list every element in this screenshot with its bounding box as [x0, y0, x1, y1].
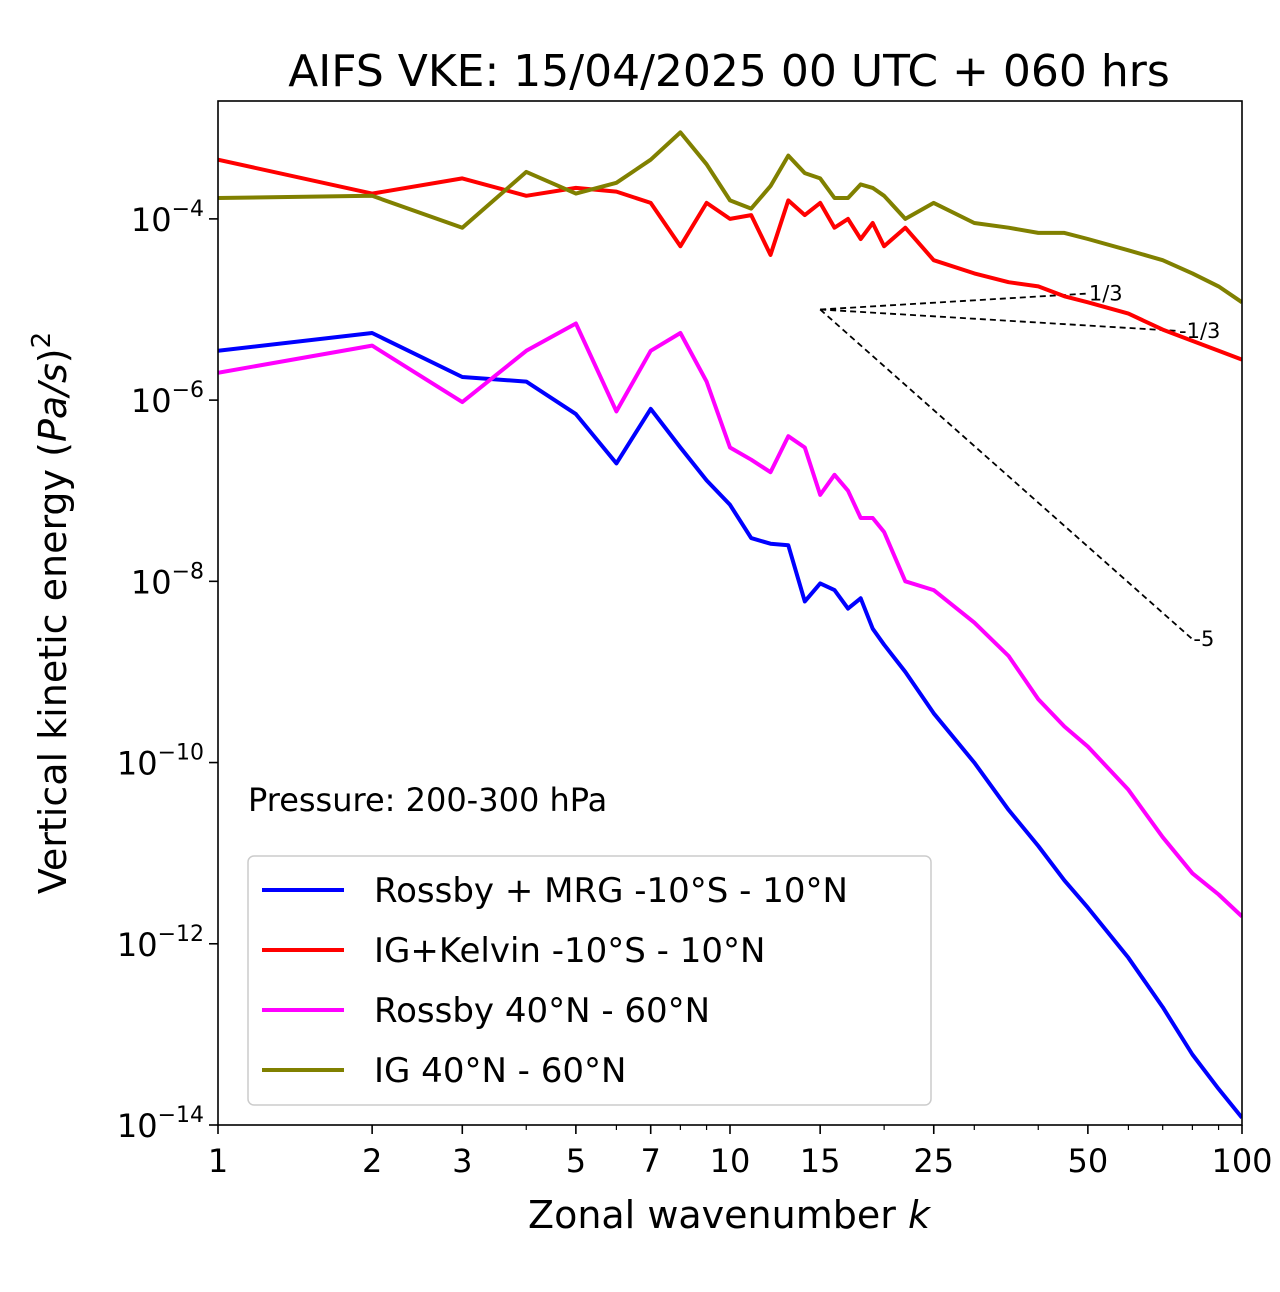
reference-slope-label: -5 — [1193, 627, 1214, 651]
y-tick-label: 10−4 — [131, 197, 204, 239]
x-tick-label: 15 — [800, 1142, 841, 1180]
legend-label: IG 40°N - 60°N — [374, 1051, 626, 1091]
y-tick-label: 10−12 — [117, 922, 204, 964]
legend-label: Rossby 40°N - 60°N — [374, 991, 710, 1031]
series-line — [218, 130, 1242, 304]
chart-title: AIFS VKE: 15/04/2025 00 UTC + 060 hrs — [288, 46, 1170, 97]
y-axis-label: Vertical kinetic energy (Pa/s)2 — [27, 332, 75, 894]
pressure-annotation: Pressure: 200-300 hPa — [248, 781, 607, 819]
x-tick-label: 3 — [452, 1142, 472, 1180]
reference-slope-label: -1/3 — [1179, 319, 1220, 343]
y-tick-label: 10−10 — [117, 741, 204, 783]
reference-slope-line — [820, 292, 1088, 311]
series-line — [218, 331, 1242, 1120]
y-tick-label: 10−14 — [117, 1103, 204, 1145]
x-tick-label: 7 — [641, 1142, 661, 1180]
y-tick-label: 10−8 — [131, 559, 204, 601]
series-line — [218, 321, 1242, 918]
x-tick-label: 25 — [913, 1142, 954, 1180]
x-tick-label: 2 — [362, 1142, 382, 1180]
series-line — [218, 157, 1242, 362]
x-tick-label: 10 — [710, 1142, 751, 1180]
legend: Rossby + MRG -10°S - 10°N IG+Kelvin -10°S… — [247, 855, 932, 1106]
x-tick-label: 1 — [208, 1142, 228, 1180]
reference-slope-label: 1/3 — [1089, 282, 1123, 306]
legend-label: Rossby + MRG -10°S - 10°N — [374, 871, 848, 911]
legend-box — [247, 855, 932, 1106]
legend-label: IG+Kelvin -10°S - 10°N — [374, 931, 765, 971]
reference-slope-line — [819, 308, 1193, 640]
x-tick-label: 100 — [1211, 1142, 1272, 1180]
x-axis-label: Zonal wavenumber k — [528, 1193, 932, 1237]
y-tick-label: 10−6 — [131, 378, 204, 420]
x-tick-label: 5 — [566, 1142, 586, 1180]
x-tick-label: 50 — [1068, 1142, 1109, 1180]
